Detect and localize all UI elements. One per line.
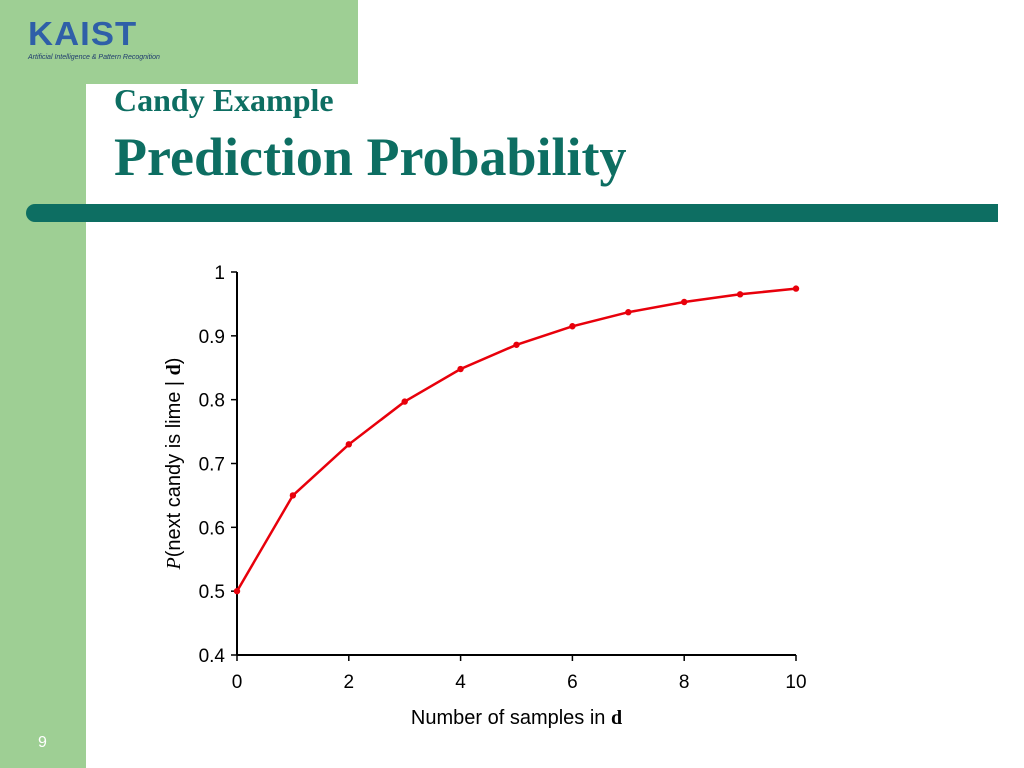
left-green-band — [0, 0, 86, 768]
x-tick-label: 2 — [344, 672, 355, 693]
y-tick-label: 1 — [214, 263, 225, 284]
x-axis-label-text: Number of samples in — [411, 707, 611, 729]
logo-wordmark: KAIST — [28, 15, 138, 52]
y-axis-label-prefix: P — [163, 557, 185, 570]
data-point — [681, 298, 688, 306]
series-line — [235, 287, 797, 592]
y-tick-label: 0.7 — [199, 455, 225, 476]
x-tick-label: 0 — [232, 672, 243, 693]
x-axis-label-emphasis: d — [611, 707, 622, 729]
x-tick-label: 10 — [785, 672, 806, 693]
y-tick-label: 0.8 — [199, 391, 225, 412]
y-axis-label-text: (next candy is lime | — [163, 375, 185, 557]
data-point — [736, 291, 744, 298]
chart-ticks: 0.40.50.60.70.80.910 2 4 6 8 10 — [199, 263, 807, 693]
x-tick-label: 4 — [455, 672, 466, 693]
data-point — [289, 492, 297, 499]
slide-subtitle: Candy Example — [114, 82, 334, 118]
kaist-logo: KAIST Artificial Intelligence & Pattern … — [28, 16, 160, 64]
y-tick-label: 0.9 — [199, 327, 225, 348]
data-point — [569, 323, 576, 330]
y-tick-label: 0.4 — [199, 646, 226, 667]
slide-title: Prediction Probability — [114, 127, 627, 187]
x-tick-label: 8 — [679, 672, 690, 693]
data-point — [792, 285, 800, 292]
y-axis-label-emphasis: d — [163, 364, 185, 375]
x-axis-label: Number of samples in d — [411, 707, 622, 729]
y-axis-label-suffix: ) — [163, 358, 185, 365]
series-points — [233, 285, 800, 595]
title-rule-bar — [26, 204, 998, 222]
data-point — [345, 441, 352, 448]
data-point — [457, 365, 464, 373]
x-tick-label: 6 — [567, 672, 578, 693]
chart-axes — [236, 272, 796, 656]
data-point — [233, 587, 241, 595]
y-tick-label: 0.6 — [199, 518, 225, 539]
data-point — [513, 341, 520, 348]
y-tick-label: 0.5 — [199, 582, 225, 603]
data-point — [401, 398, 408, 405]
logo-subtext: Artificial Intelligence & Pattern Recogn… — [28, 54, 160, 61]
page-number: 9 — [38, 734, 47, 751]
y-axis-label: P(next candy is lime | d) — [163, 358, 185, 571]
top-green-band — [0, 0, 358, 84]
data-point — [625, 309, 632, 316]
